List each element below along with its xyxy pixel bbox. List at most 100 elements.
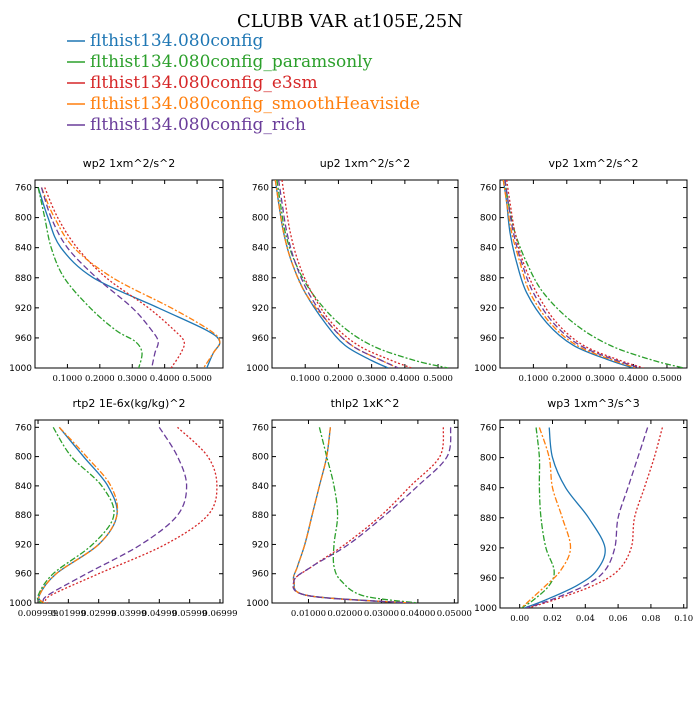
series-line-1 — [524, 427, 606, 608]
y-tick-label: 880 — [252, 511, 269, 521]
y-tick-label: 1000 — [9, 364, 32, 374]
legend-label: flthist134.080config_rich — [90, 115, 306, 135]
x-tick-label: 0.2000 — [324, 374, 354, 384]
y-tick-label: 840 — [15, 244, 32, 254]
panels: wp2 1xm^2/s^2 760 800 840 880 920 960 1000 0.100… — [9, 157, 693, 624]
y-tick-label: 880 — [15, 274, 32, 284]
series-line-5 — [277, 180, 399, 368]
series-line-4 — [274, 180, 399, 368]
y-tick-label: 960 — [480, 334, 497, 344]
figure-title: CLUBB VAR at105E,25N — [237, 11, 463, 32]
y-tick-label: 840 — [15, 482, 32, 492]
series-line-2 — [36, 426, 115, 603]
x-tick-label: 0.009999 — [18, 609, 59, 619]
series-line-3 — [527, 427, 664, 608]
y-tick-label: 880 — [480, 274, 497, 284]
series-line-2 — [276, 180, 449, 368]
y-tick-label: 880 — [252, 274, 269, 284]
legend: flthist134.080config flthist134.080config… — [67, 31, 420, 135]
series-line-1 — [274, 180, 389, 368]
y-tick-label: 960 — [15, 334, 32, 344]
series-line-5 — [40, 187, 159, 368]
y-tick-label: 800 — [15, 453, 32, 463]
series-line-3 — [506, 180, 644, 368]
y-tick-label: 840 — [480, 244, 497, 254]
x-tick-label: 0.01999 — [51, 609, 86, 619]
y-tick-label: 920 — [15, 540, 32, 550]
series-line-3 — [44, 426, 218, 603]
x-tick-label: 0.04000 — [400, 609, 435, 619]
panel-title: wp2 1xm^2/s^2 — [83, 157, 176, 170]
x-tick-label: 0.1000 — [53, 374, 83, 384]
y-tick-label: 800 — [252, 453, 269, 463]
panel-1: wp2 1xm^2/s^2 760 800 840 880 920 960 1000 0.100… — [9, 157, 224, 384]
y-tick-label: 760 — [15, 184, 32, 194]
axes-frame — [271, 419, 459, 604]
y-tick-label: 800 — [480, 214, 497, 224]
series-line-3 — [292, 427, 445, 603]
x-tick-label: 0.3000 — [117, 374, 147, 384]
x-tick-label: 0.2000 — [85, 374, 115, 384]
series-line-1 — [502, 180, 634, 368]
series-line-3 — [44, 187, 186, 368]
x-tick-label: 0.4000 — [150, 374, 180, 384]
x-tick-label: 0.5000 — [423, 374, 453, 384]
x-tick-label: 0.1000 — [519, 374, 549, 384]
series-line-1 — [38, 426, 118, 603]
series-line-5 — [504, 180, 641, 368]
x-tick-label: 0.4000 — [390, 374, 420, 384]
panel-title: thlp2 1xK^2 — [331, 397, 400, 410]
series-line-2 — [37, 187, 143, 368]
y-tick-label: 1000 — [9, 599, 32, 609]
y-tick-label: 920 — [480, 304, 497, 314]
series-line-3 — [281, 180, 412, 368]
x-tick-label: 0.05000 — [437, 609, 472, 619]
y-tick-label: 920 — [15, 304, 32, 314]
x-tick-label: 0.01000 — [291, 609, 326, 619]
x-tick-label: 0.3000 — [585, 374, 615, 384]
y-tick-label: 840 — [480, 484, 497, 494]
panel-title: up2 1xm^2/s^2 — [320, 157, 411, 170]
y-tick-label: 960 — [15, 570, 32, 580]
x-tick-label: 0.04 — [576, 614, 595, 624]
y-tick-label: 880 — [15, 511, 32, 521]
x-tick-label: 0.03000 — [364, 609, 399, 619]
y-tick-label: 760 — [480, 424, 497, 434]
series-line-1 — [292, 427, 411, 603]
series-line-2 — [504, 180, 684, 368]
y-tick-label: 1000 — [246, 364, 269, 374]
panel-title: wp3 1xm^3/s^3 — [547, 397, 640, 410]
y-tick-label: 800 — [480, 454, 497, 464]
y-tick-label: 920 — [480, 544, 497, 554]
y-tick-label: 960 — [480, 574, 497, 584]
series-line-5 — [42, 426, 188, 603]
x-tick-label: 0.06 — [609, 614, 628, 624]
y-tick-label: 840 — [252, 482, 269, 492]
y-tick-label: 760 — [252, 184, 269, 194]
x-tick-label: 0.5000 — [182, 374, 212, 384]
x-tick-label: 0.4000 — [619, 374, 649, 384]
x-tick-label: 0.08 — [641, 614, 660, 624]
axes-frame — [34, 419, 224, 604]
legend-label: flthist134.080config — [90, 31, 263, 51]
y-tick-label: 880 — [480, 514, 497, 524]
series-line-4 — [520, 427, 572, 608]
x-tick-label: 0.02 — [543, 614, 562, 624]
panel-title: rtp2 1E-6x(kg/kg)^2 — [73, 397, 186, 410]
series-line-4 — [38, 426, 119, 603]
series-line-5 — [292, 427, 452, 603]
x-tick-label: 0.05999 — [172, 609, 207, 619]
panel-4: rtp2 1E-6x(kg/kg)^2 760 800 840 880 920 960 100… — [9, 397, 237, 619]
series-line-5 — [525, 427, 649, 608]
y-tick-label: 800 — [252, 214, 269, 224]
series-line-1 — [37, 187, 221, 368]
y-tick-label: 840 — [252, 244, 269, 254]
panel-title: vp2 1xm^2/s^2 — [548, 157, 638, 170]
x-tick-label: 0.2000 — [552, 374, 582, 384]
y-tick-label: 960 — [252, 570, 269, 580]
series-line-2 — [520, 427, 555, 608]
y-tick-label: 960 — [252, 334, 269, 344]
legend-label: flthist134.080config_e3sm — [90, 73, 318, 93]
legend-label: flthist134.080config_smoothHeaviside — [90, 94, 420, 114]
